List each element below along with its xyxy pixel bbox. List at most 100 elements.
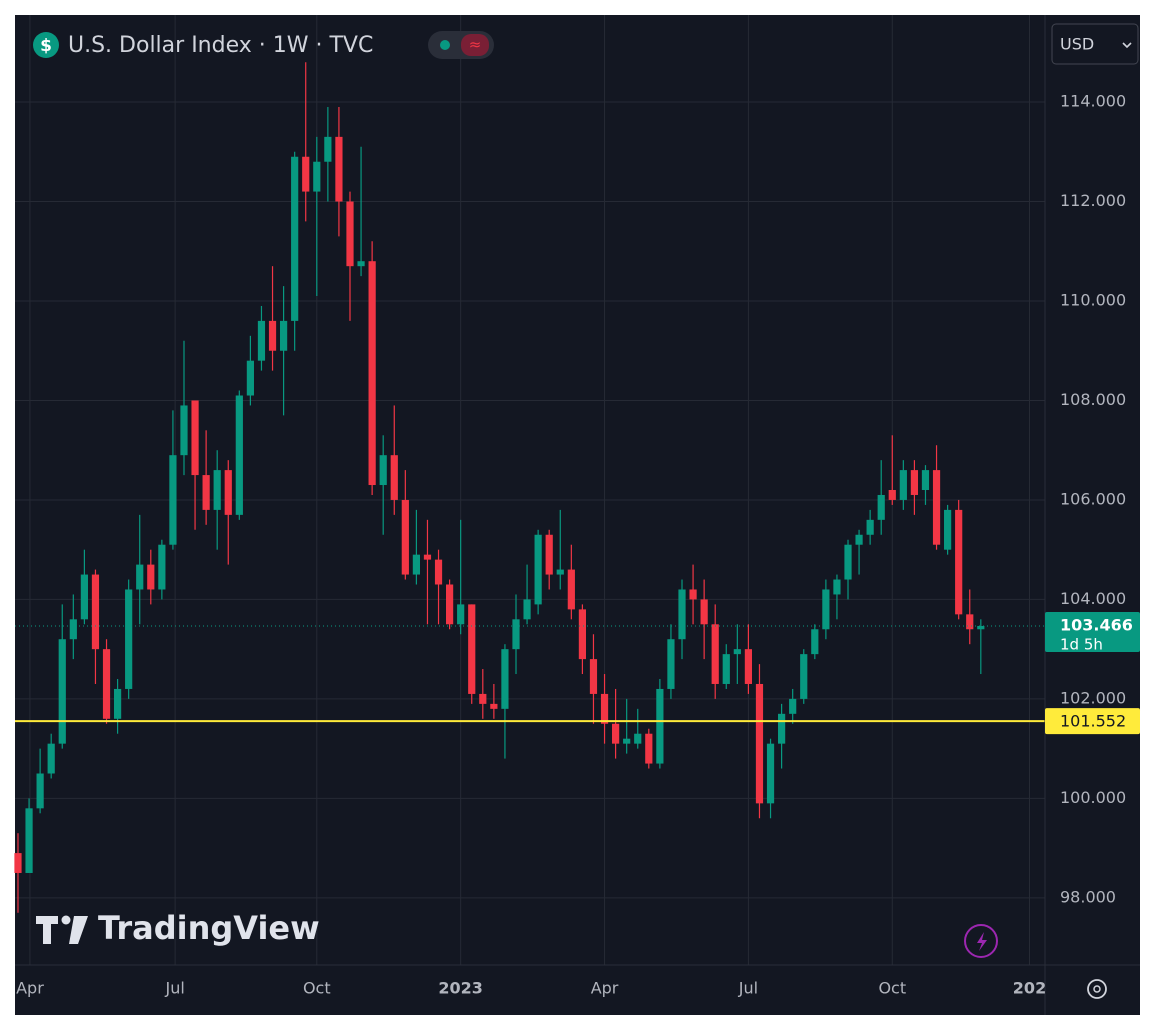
market-status-dot <box>440 40 450 50</box>
candle-body <box>833 579 841 595</box>
candle-body <box>102 649 111 719</box>
candle-body <box>600 693 609 724</box>
settings-button[interactable] <box>1087 979 1107 999</box>
horizontal-line-label: 101.552 <box>1060 712 1126 731</box>
y-tick-label: 110.000 <box>1060 290 1126 309</box>
candle-body <box>80 574 88 620</box>
alert-button[interactable] <box>964 924 998 958</box>
candle-body <box>512 619 520 650</box>
candle-body <box>589 659 598 694</box>
candle-body <box>346 201 354 267</box>
candle-body <box>578 609 587 660</box>
candle-body <box>47 743 55 774</box>
y-tick-label: 106.000 <box>1060 489 1126 508</box>
candle-body <box>169 455 177 545</box>
candle-body <box>667 639 675 689</box>
candle-body <box>468 604 476 694</box>
candle-body <box>445 584 454 625</box>
x-tick-label: Jul <box>738 979 758 998</box>
candle-body <box>479 693 487 704</box>
candle-body <box>534 534 542 605</box>
candle-body <box>733 649 741 655</box>
candle-body <box>213 470 221 510</box>
candle-body <box>855 534 863 545</box>
countdown-label: 1d 5h <box>1060 635 1103 653</box>
candle-body <box>423 554 432 560</box>
candle-body <box>368 261 376 486</box>
candle-body <box>501 649 509 709</box>
candle-body <box>58 639 66 744</box>
candle-body <box>645 733 653 764</box>
candle-body <box>722 654 730 684</box>
candle-body <box>789 698 797 714</box>
candle-body <box>921 470 930 490</box>
y-tick-label: 114.000 <box>1060 92 1126 111</box>
candle-body <box>822 589 830 630</box>
candle-body <box>313 161 321 192</box>
candle-body <box>14 853 22 873</box>
candle-body <box>25 808 33 873</box>
candle-body <box>523 599 531 620</box>
candle-body <box>744 649 753 684</box>
x-tick-label: 202 <box>1013 979 1046 998</box>
candle-body <box>434 559 443 585</box>
candle-body <box>656 688 664 764</box>
candle-body <box>191 400 199 476</box>
candle-body <box>612 723 620 744</box>
currency-chevron <box>1122 42 1132 49</box>
candle-body <box>401 499 409 575</box>
candle-body <box>335 136 343 202</box>
last-price-label: 103.466 <box>1060 615 1133 634</box>
alert-icon <box>977 932 987 951</box>
candle-body <box>202 475 210 510</box>
y-tick-label: 108.000 <box>1060 390 1126 409</box>
candle-body <box>966 614 974 630</box>
x-tick-label: Jul <box>164 979 184 998</box>
candle-body <box>357 261 365 267</box>
candle-body <box>36 773 44 809</box>
data-status-glyph: ≈ <box>469 36 482 54</box>
x-tick-label: 2023 <box>438 979 483 998</box>
horizontal-line-box <box>1045 708 1140 735</box>
candle-body <box>268 320 277 351</box>
last-price-box <box>1045 611 1140 652</box>
currency-label: USD <box>1060 35 1094 54</box>
candle-body <box>257 320 266 361</box>
candle-body <box>302 156 310 192</box>
candle-body <box>800 654 808 699</box>
candle-body <box>932 470 941 545</box>
chart-background <box>15 15 1140 1015</box>
candle-body <box>379 455 387 486</box>
candle-body <box>556 569 564 575</box>
y-tick-label: 104.000 <box>1060 589 1126 608</box>
candle-body <box>955 509 963 615</box>
candle-body <box>246 360 254 396</box>
candle-body <box>711 624 719 684</box>
candle-body <box>125 589 133 689</box>
candle-body <box>888 490 896 500</box>
x-tick-label: Oct <box>303 979 331 998</box>
data-status <box>461 34 489 56</box>
candle-body <box>490 703 498 709</box>
candle-body <box>69 619 77 640</box>
candle-body <box>291 156 299 321</box>
y-tick-label: 102.000 <box>1060 688 1126 707</box>
candle-body <box>235 395 243 515</box>
symbol-icon <box>33 32 59 58</box>
watermark-logo <box>36 915 88 944</box>
candle-body <box>977 625 985 630</box>
candle-body <box>844 544 852 580</box>
candle-body <box>910 470 919 495</box>
candle-body <box>412 554 420 575</box>
candle-body <box>623 738 631 744</box>
candle-body <box>136 564 144 590</box>
candle-body <box>944 509 952 550</box>
candle-body <box>567 569 575 610</box>
candle-body <box>877 494 885 520</box>
candle-body <box>766 743 775 804</box>
candle-body <box>899 470 907 500</box>
candle-body <box>147 564 155 590</box>
candle-body <box>91 574 100 650</box>
currency-selector[interactable] <box>1051 23 1139 65</box>
